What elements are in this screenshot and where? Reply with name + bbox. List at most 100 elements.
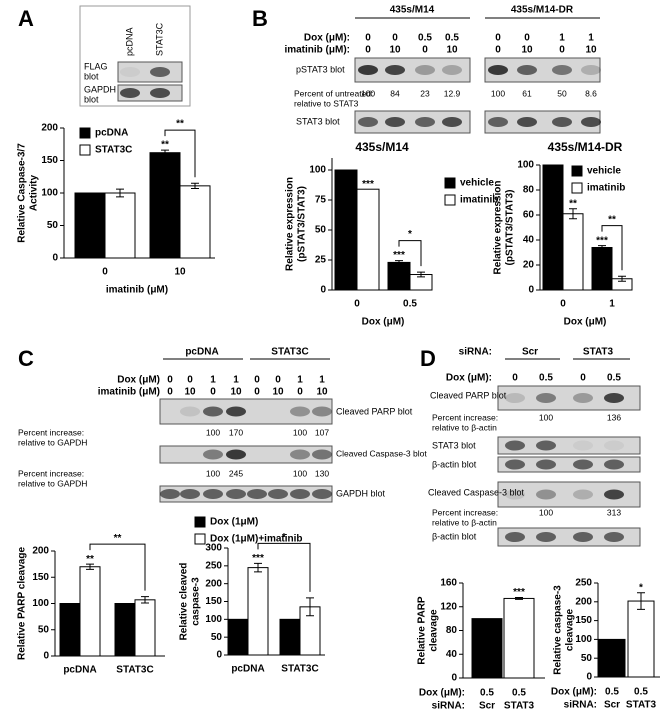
band: [505, 440, 525, 451]
band: [505, 459, 525, 470]
band: [358, 117, 378, 127]
error-bar: [569, 208, 577, 220]
blot-frame: [79, 5, 191, 107]
y-axis-label: Relative Caspase-3/7: [17, 143, 28, 243]
label: 10: [272, 387, 284, 398]
significance: **: [176, 119, 184, 130]
y-tick-label: 100: [575, 634, 592, 645]
legend-swatch: [444, 177, 456, 189]
legend-label: Dox (1μM)+imatinib: [210, 534, 303, 545]
significance: *: [408, 229, 412, 240]
band: [505, 532, 525, 542]
label: Dox (μM):: [419, 688, 465, 699]
band: [290, 489, 310, 499]
band: [604, 393, 624, 403]
band: [573, 532, 593, 542]
label: GAPDH: [84, 84, 116, 94]
y-tick-label: 100: [205, 614, 222, 625]
band: [312, 489, 332, 499]
label: 0: [187, 375, 193, 386]
legend-swatch: [79, 127, 91, 139]
label: 23: [420, 88, 430, 98]
label: 50: [557, 88, 567, 98]
y-tick-label: 200: [41, 123, 58, 134]
label: 313: [607, 507, 621, 517]
label: siRNA:: [459, 347, 492, 358]
significance: **: [86, 554, 94, 565]
band: [247, 489, 267, 499]
y-tick-label: 80: [446, 625, 458, 636]
y-tick-label: 40: [523, 235, 535, 246]
bar: [134, 599, 156, 657]
y-axis-label: Relative caspase-3: [553, 585, 564, 675]
band: [120, 67, 140, 77]
label: 100: [539, 412, 553, 422]
band: [604, 489, 624, 500]
label: 1: [297, 375, 303, 386]
band: [150, 88, 170, 98]
label: 0: [297, 387, 303, 398]
bracket: [398, 240, 422, 267]
x-tick-label: pcDNA: [63, 665, 96, 676]
band: [581, 65, 601, 75]
y-axis-label: Relative PARP: [417, 596, 428, 665]
x-tick-label: 10: [174, 267, 186, 278]
bar: [114, 603, 136, 657]
y-tick-label: 50: [315, 225, 327, 236]
label: 0: [275, 375, 281, 386]
bracket: [257, 542, 311, 592]
label: Percent of untreated:: [294, 88, 373, 98]
label: 0: [365, 33, 371, 44]
y-tick-label: 0: [52, 253, 58, 264]
y-tick-label: 40: [446, 649, 458, 660]
band: [573, 459, 593, 470]
y-tick-label: 200: [32, 546, 49, 557]
label: β-actin blot: [432, 531, 477, 541]
y-tick-label: 50: [38, 624, 50, 635]
label: 0: [512, 373, 518, 384]
bar: [179, 185, 211, 259]
label: relative to β-actin: [432, 422, 497, 432]
y-tick-label: 100: [517, 160, 534, 171]
x-axis-label: imatinib (μM): [106, 285, 168, 296]
band: [517, 65, 537, 75]
label: imatinib (μM):: [284, 45, 350, 56]
y-tick-label: 150: [32, 572, 49, 583]
bracket: [601, 225, 623, 271]
significance: ***: [596, 235, 608, 246]
label: 84: [390, 88, 400, 98]
label: 0: [254, 375, 260, 386]
y-axis-label: Relative cleaved: [179, 563, 190, 641]
label: 0.5: [539, 373, 553, 384]
label: Cleaved PARP blot: [336, 406, 413, 416]
x-tick-label: pcDNA: [231, 664, 264, 675]
bar: [247, 567, 269, 656]
band: [385, 117, 405, 127]
y-tick-label: 60: [523, 210, 535, 221]
y-axis-label: caspase-3: [191, 577, 202, 626]
significance: **: [161, 140, 169, 151]
band: [203, 406, 223, 417]
band: [604, 532, 624, 542]
label: 0: [167, 375, 173, 386]
error-bar: [86, 563, 94, 570]
label: 100: [361, 88, 375, 98]
label: 0.5: [634, 687, 648, 698]
bracket: [89, 543, 146, 591]
band: [517, 117, 537, 127]
y-axis-label: Relative expression: [285, 177, 296, 271]
panel-label: C: [18, 346, 34, 371]
band: [160, 489, 180, 499]
label: 1: [233, 375, 239, 386]
label: 0: [559, 45, 565, 56]
bar: [503, 597, 535, 679]
bar: [279, 618, 301, 656]
y-tick-label: 0: [586, 672, 592, 683]
label: 435s/M14-DR: [511, 5, 574, 16]
label: Dox (μM):: [446, 373, 492, 384]
bracket: [164, 129, 196, 178]
label: 0.5: [607, 373, 621, 384]
blot: [497, 456, 641, 473]
band: [226, 449, 246, 460]
y-tick-label: 0: [528, 285, 534, 296]
